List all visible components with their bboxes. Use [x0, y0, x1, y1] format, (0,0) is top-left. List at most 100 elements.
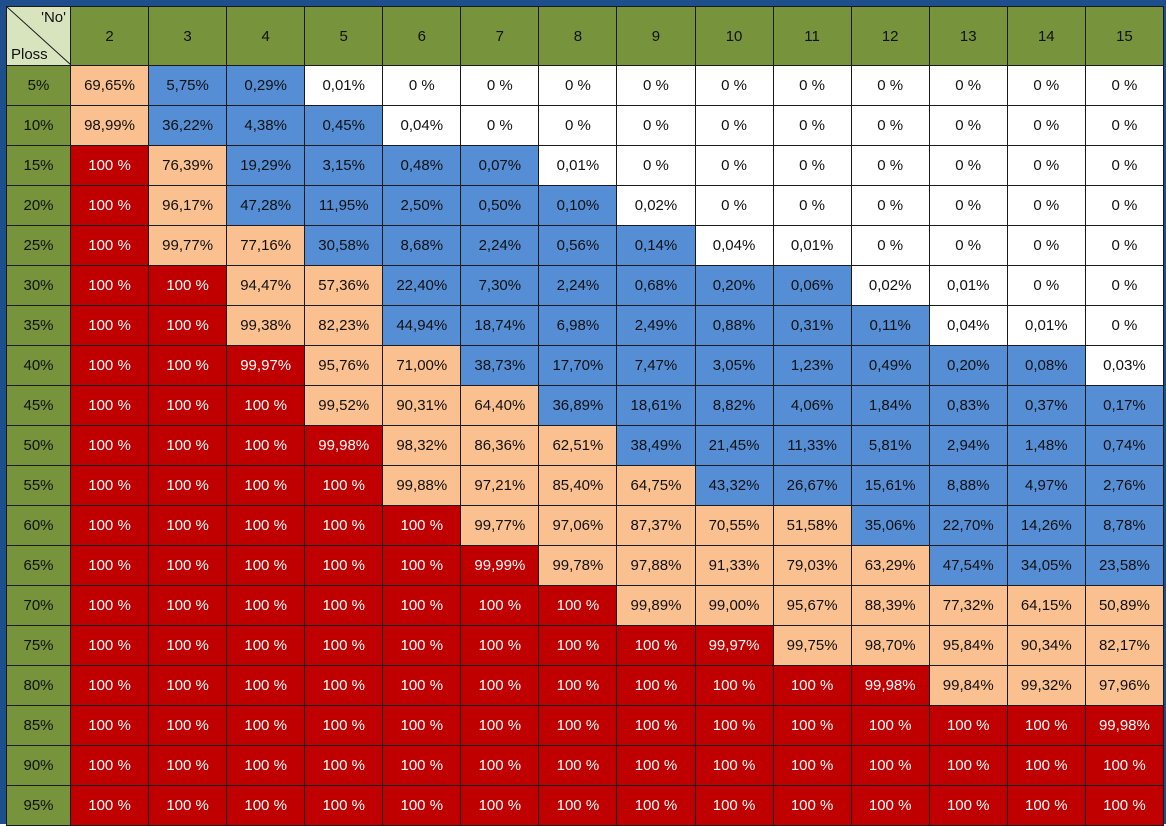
table-cell: 100 %: [538, 745, 618, 786]
table-cell: 0,37%: [1006, 385, 1086, 426]
table-cell: 100 %: [382, 785, 462, 826]
table-cell: 100 %: [694, 665, 774, 706]
table-cell: 0 %: [928, 65, 1008, 106]
table-cell: 100 %: [69, 505, 150, 546]
table-cell: 0 %: [1084, 305, 1165, 346]
table-cell: 100 %: [772, 745, 852, 786]
table-cell: 21,45%: [694, 425, 774, 466]
table-row: 85% 100 % 100 % 100 % 100 % 100 % 100 % 100 % 10…: [6, 705, 1165, 746]
table-cell: 100 %: [460, 665, 540, 706]
table-cell: 100 %: [226, 425, 306, 466]
row-header: 85%: [6, 705, 71, 746]
row-header: 35%: [6, 305, 71, 346]
table-cell: 77,32%: [928, 585, 1008, 626]
table-cell: 36,22%: [148, 105, 228, 146]
table-cell: 100 %: [772, 705, 852, 746]
table-row: 95% 100 % 100 % 100 % 100 % 100 % 100 % 100 % 10…: [6, 785, 1165, 826]
column-header: 7: [460, 6, 540, 66]
table-cell: 0,49%: [850, 345, 930, 386]
table-cell: 0 %: [694, 145, 774, 186]
table-body: 5% 69,65% 5,75% 0,29% 0,01% 0 % 0 % 0 % 0 % 0 % 0 …: [6, 65, 1165, 826]
table-cell: 38,73%: [460, 345, 540, 386]
table-cell: 2,24%: [538, 265, 618, 306]
table-cell: 100 %: [226, 465, 306, 506]
table-cell: 0,04%: [928, 305, 1008, 346]
table-cell: 0 %: [1084, 185, 1165, 226]
table-cell: 0,68%: [616, 265, 696, 306]
table-cell: 0,20%: [694, 265, 774, 306]
column-header: 10: [694, 6, 774, 66]
table-cell: 100 %: [226, 585, 306, 626]
table-cell: 0 %: [538, 105, 618, 146]
table-cell: 100 %: [69, 265, 150, 306]
table-cell: 2,76%: [1084, 465, 1165, 506]
table-cell: 0,20%: [928, 345, 1008, 386]
table-cell: 100 %: [69, 745, 150, 786]
table-cell: 0 %: [1006, 105, 1086, 146]
table-cell: 100 %: [850, 745, 930, 786]
table-cell: 99,38%: [226, 305, 306, 346]
table-cell: 0 %: [1084, 105, 1165, 146]
row-header: 75%: [6, 625, 71, 666]
table-cell: 1,48%: [1006, 425, 1086, 466]
column-header: 3: [148, 6, 228, 66]
table-cell: 100 %: [304, 625, 384, 666]
table-cell: 51,58%: [772, 505, 852, 546]
table-cell: 76,39%: [148, 145, 228, 186]
row-header: 55%: [6, 465, 71, 506]
table-cell: 100 %: [538, 665, 618, 706]
table-cell: 99,32%: [1006, 665, 1086, 706]
table-cell: 99,98%: [850, 665, 930, 706]
table-cell: 100 %: [928, 785, 1008, 826]
table-cell: 99,88%: [382, 465, 462, 506]
table-cell: 94,47%: [226, 265, 306, 306]
table-cell: 100 %: [772, 785, 852, 826]
row-header: 25%: [6, 225, 71, 266]
table-row: 45% 100 % 100 % 100 % 99,52% 90,31% 64,40% 36,8…: [6, 385, 1165, 426]
table-cell: 2,24%: [460, 225, 540, 266]
table-cell: 95,67%: [772, 585, 852, 626]
table-cell: 99,89%: [616, 585, 696, 626]
table-cell: 0,83%: [928, 385, 1008, 426]
table-cell: 0,31%: [772, 305, 852, 346]
table-cell: 43,32%: [694, 465, 774, 506]
corner-cell: 'No' Ploss: [6, 6, 71, 66]
table-cell: 100 %: [69, 185, 150, 226]
table-cell: 0,10%: [538, 185, 618, 226]
table-cell: 64,75%: [616, 465, 696, 506]
table-cell: 0 %: [1084, 225, 1165, 266]
table-row: 60% 100 % 100 % 100 % 100 % 100 % 99,77% 97,06%…: [6, 505, 1165, 546]
table-cell: 97,88%: [616, 545, 696, 586]
table-cell: 0,01%: [538, 145, 618, 186]
table-cell: 7,30%: [460, 265, 540, 306]
table-cell: 100 %: [69, 545, 150, 586]
table-cell: 0,01%: [1006, 305, 1086, 346]
table-cell: 4,06%: [772, 385, 852, 426]
table-cell: 99,78%: [538, 545, 618, 586]
table-cell: 100 %: [69, 385, 150, 426]
table-cell: 100 %: [382, 665, 462, 706]
row-header: 60%: [6, 505, 71, 546]
table-cell: 0 %: [1006, 185, 1086, 226]
table-cell: 0,02%: [850, 265, 930, 306]
table-cell: 62,51%: [538, 425, 618, 466]
table-cell: 98,70%: [850, 625, 930, 666]
table-cell: 0 %: [928, 185, 1008, 226]
table-cell: 0,01%: [928, 265, 1008, 306]
table-row: 65% 100 % 100 % 100 % 100 % 100 % 99,99% 99,78%…: [6, 545, 1165, 586]
table-cell: 47,54%: [928, 545, 1008, 586]
table-cell: 0 %: [928, 105, 1008, 146]
table-cell: 100 %: [148, 625, 228, 666]
table-cell: 100 %: [148, 345, 228, 386]
table-cell: 5,81%: [850, 425, 930, 466]
table-cell: 100 %: [148, 545, 228, 586]
table-cell: 100 %: [148, 305, 228, 346]
table-cell: 0 %: [616, 145, 696, 186]
table-cell: 100 %: [226, 785, 306, 826]
table-cell: 99,97%: [226, 345, 306, 386]
table-cell: 8,68%: [382, 225, 462, 266]
table-cell: 100 %: [616, 785, 696, 826]
table-row: 30% 100 % 100 % 94,47% 57,36% 22,40% 7,30% 2,24…: [6, 265, 1165, 306]
table-row: 40% 100 % 100 % 99,97% 95,76% 71,00% 38,73% 17,…: [6, 345, 1165, 386]
table-cell: 15,61%: [850, 465, 930, 506]
